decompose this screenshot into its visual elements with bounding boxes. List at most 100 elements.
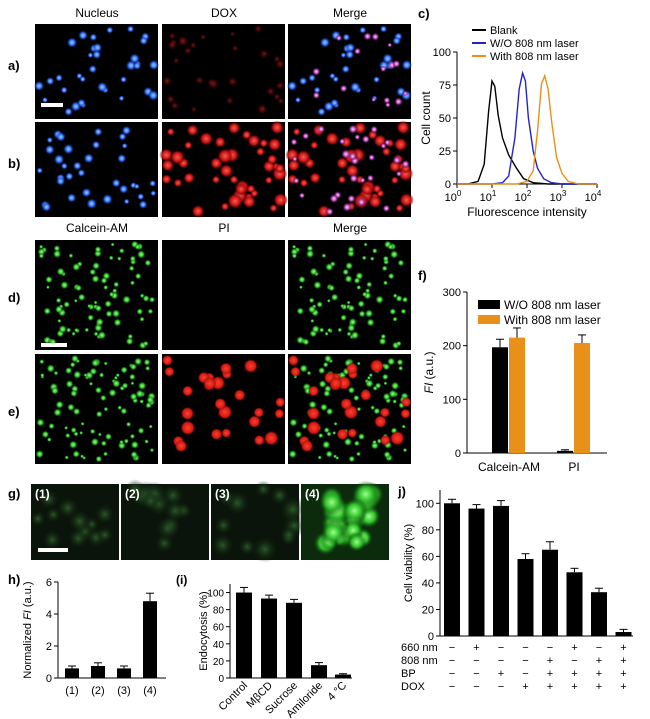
condition-name: BP xyxy=(401,668,416,680)
y-axis-label: Cell count xyxy=(419,91,433,145)
condition-sign: + xyxy=(596,681,602,693)
condition-sign: − xyxy=(498,655,504,667)
condition-sign: + xyxy=(522,681,528,693)
bar-4 xyxy=(335,674,351,678)
g-label-4: (4) xyxy=(305,487,320,501)
y-tick-label: 0 xyxy=(428,631,434,643)
panel-label-i: (i) xyxy=(176,573,187,587)
y-tick-label: 75 xyxy=(439,80,451,92)
micrographs-calcein-pi xyxy=(35,240,412,464)
category-label: 4 °C xyxy=(325,680,349,704)
y-tick-label: 4 xyxy=(46,609,52,621)
col-title-nucleus: Nucleus xyxy=(75,6,118,20)
col-title-merge-mid: Merge xyxy=(333,221,367,235)
scale-bar-a xyxy=(41,103,63,107)
condition-sign: + xyxy=(620,681,626,693)
condition-name: 660 nm xyxy=(401,642,438,654)
y-tick-label: 0 xyxy=(218,674,224,685)
y-tick-label: 0 xyxy=(445,179,451,191)
micrographs-endocytosis xyxy=(29,479,389,563)
x-tick-label: 100 xyxy=(445,189,462,204)
category-label: (3) xyxy=(117,685,130,697)
y-tick-label: 200 xyxy=(443,341,461,353)
x-tick-label: 102 xyxy=(515,189,532,204)
condition-sign: − xyxy=(547,642,553,654)
condition-sign: − xyxy=(498,681,504,693)
bar-4 xyxy=(542,549,558,636)
merge-e-red xyxy=(287,354,412,453)
chart-f-fluorescence-bars: 0 100 200 300 FI (a.u.) Calcein-AM PI W/O 808 n… xyxy=(422,287,607,474)
bright-g-4 xyxy=(313,480,385,556)
g-label-1: (1) xyxy=(35,487,50,501)
legend-label-2: With 808 nm laser xyxy=(490,51,579,63)
x-axis-label: Fluorescence intensity xyxy=(467,205,586,219)
legend-label-1: With 808 nm laser xyxy=(504,313,601,327)
panel-label-b: b) xyxy=(8,156,20,171)
condition-sign: − xyxy=(449,681,455,693)
y-tick-label: 40 xyxy=(422,578,434,590)
bar-5 xyxy=(566,572,583,636)
condition-sign: − xyxy=(449,668,455,680)
panel-label-c: c) xyxy=(418,6,430,21)
y-tick-label: 100 xyxy=(207,589,224,600)
y-tick-label: 50 xyxy=(439,113,451,125)
legend-swatch-0 xyxy=(478,300,500,309)
merge-b-pink xyxy=(290,124,410,216)
y-tick-label: 2 xyxy=(46,641,52,653)
y-tick-label: 0 xyxy=(455,448,461,460)
nuclei-b xyxy=(36,125,157,212)
y-tick-label: 20 xyxy=(213,657,225,668)
y-tick-label: 80 xyxy=(422,525,434,537)
y-tick-label: 60 xyxy=(213,623,225,634)
condition-sign: − xyxy=(449,642,455,654)
calcein-d xyxy=(37,240,156,350)
bar-1-1 xyxy=(574,342,590,453)
y-tick-label: 100 xyxy=(443,394,461,406)
calcein-e xyxy=(35,354,156,463)
condition-sign: + xyxy=(571,642,577,654)
category-label: (4) xyxy=(143,685,156,697)
bar-3 xyxy=(517,559,534,636)
dox-b xyxy=(159,120,288,218)
y-tick-label: 100 xyxy=(416,498,434,510)
bar-0 xyxy=(65,668,79,678)
panel-label-e: e) xyxy=(8,404,20,419)
y-tick-label: 100 xyxy=(433,47,451,59)
condition-sign: + xyxy=(571,681,577,693)
scale-bar-g xyxy=(38,548,68,552)
condition-sign: + xyxy=(571,668,577,680)
faint-g-1 xyxy=(29,489,116,550)
bar-0 xyxy=(444,503,460,636)
col-title-merge-top: Merge xyxy=(333,6,367,20)
category-label: PI xyxy=(568,460,579,474)
pi-e xyxy=(161,354,286,453)
condition-sign: − xyxy=(473,668,479,680)
series-line-0 xyxy=(457,78,597,185)
panel-label-g: g) xyxy=(8,486,20,501)
y-tick-label: 300 xyxy=(443,287,461,299)
condition-sign: + xyxy=(596,655,602,667)
y-tick-label: 25 xyxy=(439,146,451,158)
condition-sign: − xyxy=(596,642,602,654)
bar-2 xyxy=(117,668,131,678)
y-axis-label: Endocytosis (%) xyxy=(198,591,210,670)
col-title-dox: DOX xyxy=(211,6,237,20)
micrographs-nucleus-dox xyxy=(33,24,414,218)
bar-1-0 xyxy=(557,450,573,453)
y-axis-label: FI (a.u.) xyxy=(422,351,436,393)
faint-g-3 xyxy=(210,480,307,563)
condition-sign: + xyxy=(498,668,504,680)
bar-1 xyxy=(468,508,485,636)
panel-label-j: j) xyxy=(397,484,406,499)
condition-sign: − xyxy=(522,668,528,680)
bar-0 xyxy=(236,592,252,678)
col-title-calcein: Calcein-AM xyxy=(66,221,128,235)
panel-label-h: h) xyxy=(8,572,20,587)
g-label-2: (2) xyxy=(125,487,140,501)
legend-label-0: W/O 808 nm laser xyxy=(504,298,601,312)
bar-3 xyxy=(311,665,327,678)
merge-a-pink xyxy=(311,31,409,108)
